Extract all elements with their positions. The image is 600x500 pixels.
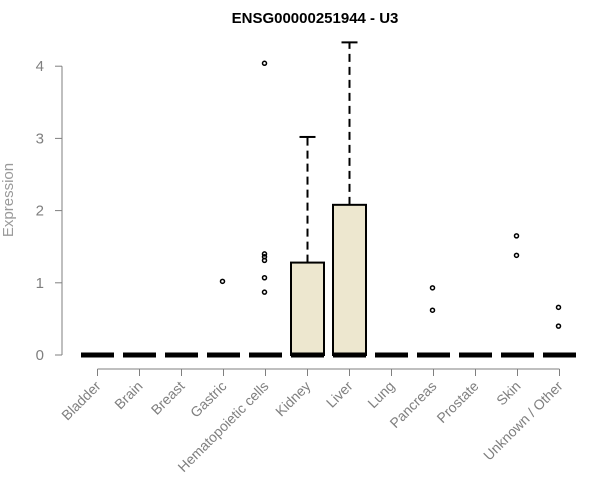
y-tick-label: 4	[36, 58, 44, 75]
x-tick-label: Unknown / Other	[480, 378, 566, 464]
y-tick-label: 0	[36, 347, 44, 364]
outlier-point	[513, 252, 520, 259]
outlier-point	[261, 274, 268, 281]
box-skin	[501, 233, 534, 358]
outlier-point	[513, 233, 520, 239]
x-tick-label: Breast	[148, 378, 188, 418]
box-rect	[290, 261, 325, 357]
outlier-point	[219, 278, 226, 285]
x-tick-label: Bladder	[58, 378, 104, 424]
y-tick-label: 3	[36, 130, 44, 147]
box-gastric	[207, 278, 240, 358]
x-tick-label: Kidney	[272, 378, 314, 420]
x-tick-label: Liver	[323, 378, 356, 411]
x-tick-label: Brain	[111, 378, 145, 412]
y-axis: 0 1 2 3 4	[36, 58, 63, 364]
box-unknown-other	[543, 304, 576, 358]
x-tick-label: Prostate	[433, 378, 481, 426]
x-tick-label: Pancreas	[386, 378, 439, 431]
x-tick-label: Skin	[493, 378, 524, 409]
y-tick-label: 1	[36, 275, 44, 292]
outlier-point	[261, 60, 268, 67]
outlier-point	[555, 323, 562, 329]
y-axis-label: Expression	[0, 163, 17, 237]
outlier-point	[555, 304, 562, 311]
outlier-point	[429, 285, 436, 291]
box-series	[81, 41, 576, 358]
y-tick-label: 2	[36, 203, 44, 220]
box-hematopoietic-cells	[249, 60, 282, 358]
box-kidney	[290, 135, 325, 358]
box-pancreas	[417, 285, 450, 358]
outlier-point	[261, 257, 268, 264]
outlier-point	[429, 307, 436, 313]
box-rect	[332, 203, 367, 356]
x-tick-label: Lung	[364, 378, 397, 411]
outlier-point	[261, 289, 268, 295]
outlier-point	[261, 251, 268, 257]
chart-title: ENSG00000251944 - U3	[232, 10, 399, 27]
box-liver	[332, 41, 367, 358]
